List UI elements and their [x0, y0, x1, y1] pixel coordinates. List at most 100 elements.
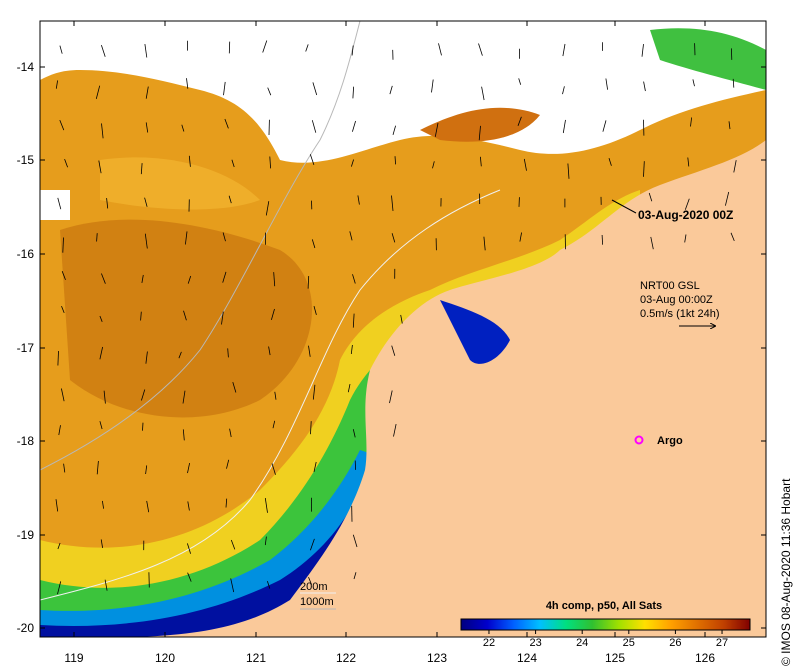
y-tick-label: -16	[17, 247, 35, 261]
current-vector	[96, 460, 99, 475]
current-vector	[562, 43, 566, 57]
current-vector	[268, 346, 271, 356]
current-vector	[311, 120, 317, 133]
current-vector	[271, 308, 275, 321]
cloud-mask	[40, 21, 766, 163]
y-tick-label: -19	[17, 528, 35, 542]
current-vector	[58, 425, 61, 436]
current-vector	[267, 580, 271, 589]
current-vector	[351, 45, 354, 56]
current-vector	[188, 155, 191, 167]
coldest-band	[40, 470, 378, 637]
x-tick-label: 122	[336, 651, 356, 665]
current-vector	[394, 156, 396, 165]
current-vector	[63, 463, 66, 473]
isobath-1000m-label: 1000m	[300, 596, 334, 608]
contour-200m	[40, 189, 501, 601]
current-vector	[351, 159, 354, 167]
current-vector	[602, 120, 607, 132]
current-vector	[230, 539, 236, 550]
y-tick-label: -18	[17, 434, 35, 448]
current-vector	[352, 86, 354, 99]
current-vector	[103, 390, 106, 404]
current-vector	[352, 429, 356, 438]
current-vector	[57, 197, 62, 210]
current-legend-scale: 0.5m/s (1kt 24h)	[640, 308, 719, 320]
current-vector	[178, 351, 182, 359]
colorbar-tick-label: 25	[623, 637, 635, 649]
y-tick: -14	[17, 60, 766, 74]
x-tick: 125	[605, 21, 625, 665]
current-vector	[225, 498, 228, 508]
current-vector	[226, 459, 230, 469]
current-vector	[431, 79, 434, 93]
current-vector	[101, 44, 106, 57]
current-vector	[146, 500, 150, 513]
current-vector	[145, 122, 149, 133]
current-vector	[391, 345, 396, 356]
x-tick-label: 119	[64, 651, 83, 665]
current-vector	[347, 384, 351, 393]
current-vector	[273, 272, 276, 287]
y-tick: -15	[17, 153, 766, 167]
current-vector	[101, 123, 104, 139]
current-vector	[95, 85, 101, 99]
current-vector	[141, 274, 144, 283]
current-vector	[231, 159, 235, 168]
isobath-200m-label: 200m	[300, 581, 328, 593]
current-vector	[730, 232, 735, 242]
current-vector	[223, 81, 226, 96]
credit-text: IMOS 08-Aug-2020 11:36 Hobart	[779, 478, 793, 654]
current-vector	[311, 239, 316, 249]
current-vector	[271, 463, 276, 475]
current-vector	[274, 391, 277, 400]
current-vector	[562, 119, 566, 134]
current-vector	[391, 195, 394, 211]
current-vector	[182, 429, 185, 441]
current-vector	[264, 498, 268, 513]
x-tick: 122	[336, 21, 356, 665]
current-vector	[264, 536, 267, 546]
current-vector	[222, 271, 227, 283]
current-vector	[352, 534, 358, 548]
x-tick-label: 120	[155, 651, 175, 665]
current-vector	[140, 163, 143, 175]
current-vector	[733, 160, 737, 173]
current-vector	[62, 237, 64, 253]
x-tick: 120	[155, 21, 175, 665]
current-vector	[352, 313, 355, 328]
y-axis: -14 -15 -16 -17 -18 -19 -20	[17, 60, 766, 635]
current-vector	[312, 82, 318, 96]
x-tick: 124	[517, 21, 537, 665]
isobath-legend: 200m 1000m	[300, 581, 336, 610]
date-stamp-pointer	[611, 199, 637, 214]
current-vector	[141, 389, 146, 401]
y-tick-label: -20	[17, 621, 35, 635]
x-tick: 119	[64, 21, 84, 665]
current-vector	[55, 499, 59, 512]
current-vector	[61, 305, 65, 314]
current-vector	[480, 156, 482, 167]
current-vector	[308, 576, 312, 585]
current-vector	[187, 543, 191, 554]
current-vector	[519, 232, 522, 242]
current-vector	[478, 43, 483, 56]
current-legend: NRT00 GSL 03-Aug 00:00Z 0.5m/s (1kt 24h)	[640, 280, 719, 326]
current-vector	[185, 231, 188, 245]
current-vector	[481, 86, 485, 101]
current-vector	[145, 351, 148, 364]
current-vector	[182, 390, 186, 404]
current-vector	[308, 345, 311, 357]
current-vector	[57, 350, 59, 366]
current-vector	[221, 311, 224, 325]
current-vector	[728, 121, 731, 130]
date-stamp: 03-Aug-2020 00Z	[638, 208, 733, 222]
current-vector	[106, 198, 109, 209]
current-vector	[222, 232, 226, 242]
current-vector	[272, 420, 276, 429]
current-vector	[144, 233, 148, 249]
current-vector	[310, 538, 315, 551]
current-vector	[142, 422, 144, 431]
current-vector	[349, 231, 353, 241]
current-vector	[61, 388, 65, 402]
